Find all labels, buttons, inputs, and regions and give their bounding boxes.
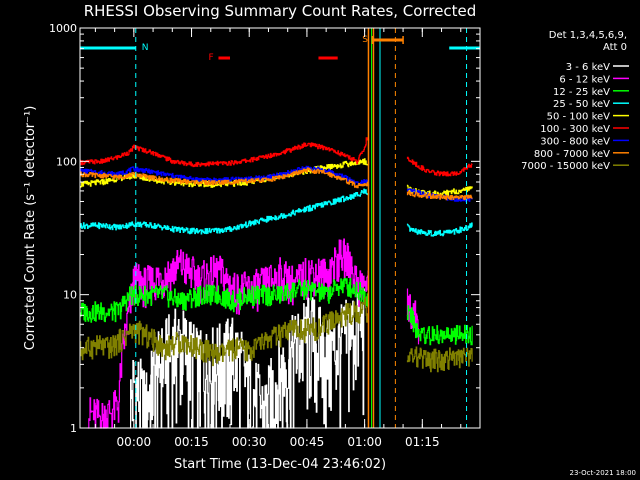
flag-layer: N F S xyxy=(80,28,480,428)
series-line-2-1 xyxy=(406,305,473,346)
series-line-6-0 xyxy=(80,165,370,186)
series-line-5-0 xyxy=(80,137,370,168)
series-line-2-0 xyxy=(80,277,370,323)
series-line-8-1 xyxy=(406,346,473,373)
legend-entry-label: 25 - 50 keV xyxy=(553,99,610,110)
series-line-7-0 xyxy=(80,167,370,189)
x-tick-label: 00:15 xyxy=(174,435,209,449)
legend-entry-label: 800 - 7000 keV xyxy=(534,149,610,160)
flag-label-flare: F xyxy=(208,53,213,63)
legend-entry-label: 7000 - 15000 keV xyxy=(521,161,610,172)
series-line-3-0 xyxy=(80,188,370,235)
legend-entry-label: 300 - 800 keV xyxy=(540,136,610,147)
y-tick-label: 1 xyxy=(70,422,77,435)
footer-date: 23-Oct-2021 18:00 xyxy=(570,469,636,477)
y-axis-label: Corrected Count Rate (s⁻¹ detector⁻¹) xyxy=(23,106,38,351)
x-tick-label: 01:00 xyxy=(347,435,382,449)
series-layer xyxy=(80,137,473,429)
flag-label-saa: S xyxy=(362,35,368,45)
x-tick-label: 00:45 xyxy=(290,435,325,449)
x-tick-label: 00:30 xyxy=(232,435,267,449)
legend-entry-label: 3 - 6 keV xyxy=(566,62,610,73)
series-line-8-0 xyxy=(80,296,370,367)
series-line-5-1 xyxy=(406,156,473,177)
plot-frame xyxy=(79,27,481,429)
y-tick-label: 100 xyxy=(56,155,77,168)
x-tick-label: 00:00 xyxy=(117,435,152,449)
legend-entry-label: 100 - 300 keV xyxy=(540,124,610,135)
y-tick-label: 1000 xyxy=(49,22,77,35)
y-tick-label: 10 xyxy=(63,289,77,302)
legend-header-line: Det 1,3,4,5,6,9, xyxy=(549,30,627,41)
series-line-7-1 xyxy=(406,190,473,201)
chart-title: RHESSI Observing Summary Count Rates, Co… xyxy=(84,2,477,20)
legend-header-line: Att 0 xyxy=(603,42,627,53)
legend-entry-label: 6 - 12 keV xyxy=(559,74,610,85)
x-tick-label: 01:15 xyxy=(405,435,440,449)
legend-entry-label: 50 - 100 keV xyxy=(547,112,611,123)
x-axis-label: Start Time (13-Dec-04 23:46:02) xyxy=(174,457,386,472)
axis-layer: 1 10 100 1000 00:00 00:15 00:30 00:45 01:00 01:15 xyxy=(49,22,481,449)
legend-entry-label: 12 - 25 keV xyxy=(553,87,610,98)
flag-label-night: N xyxy=(142,43,149,53)
series-line-3-1 xyxy=(406,222,473,237)
